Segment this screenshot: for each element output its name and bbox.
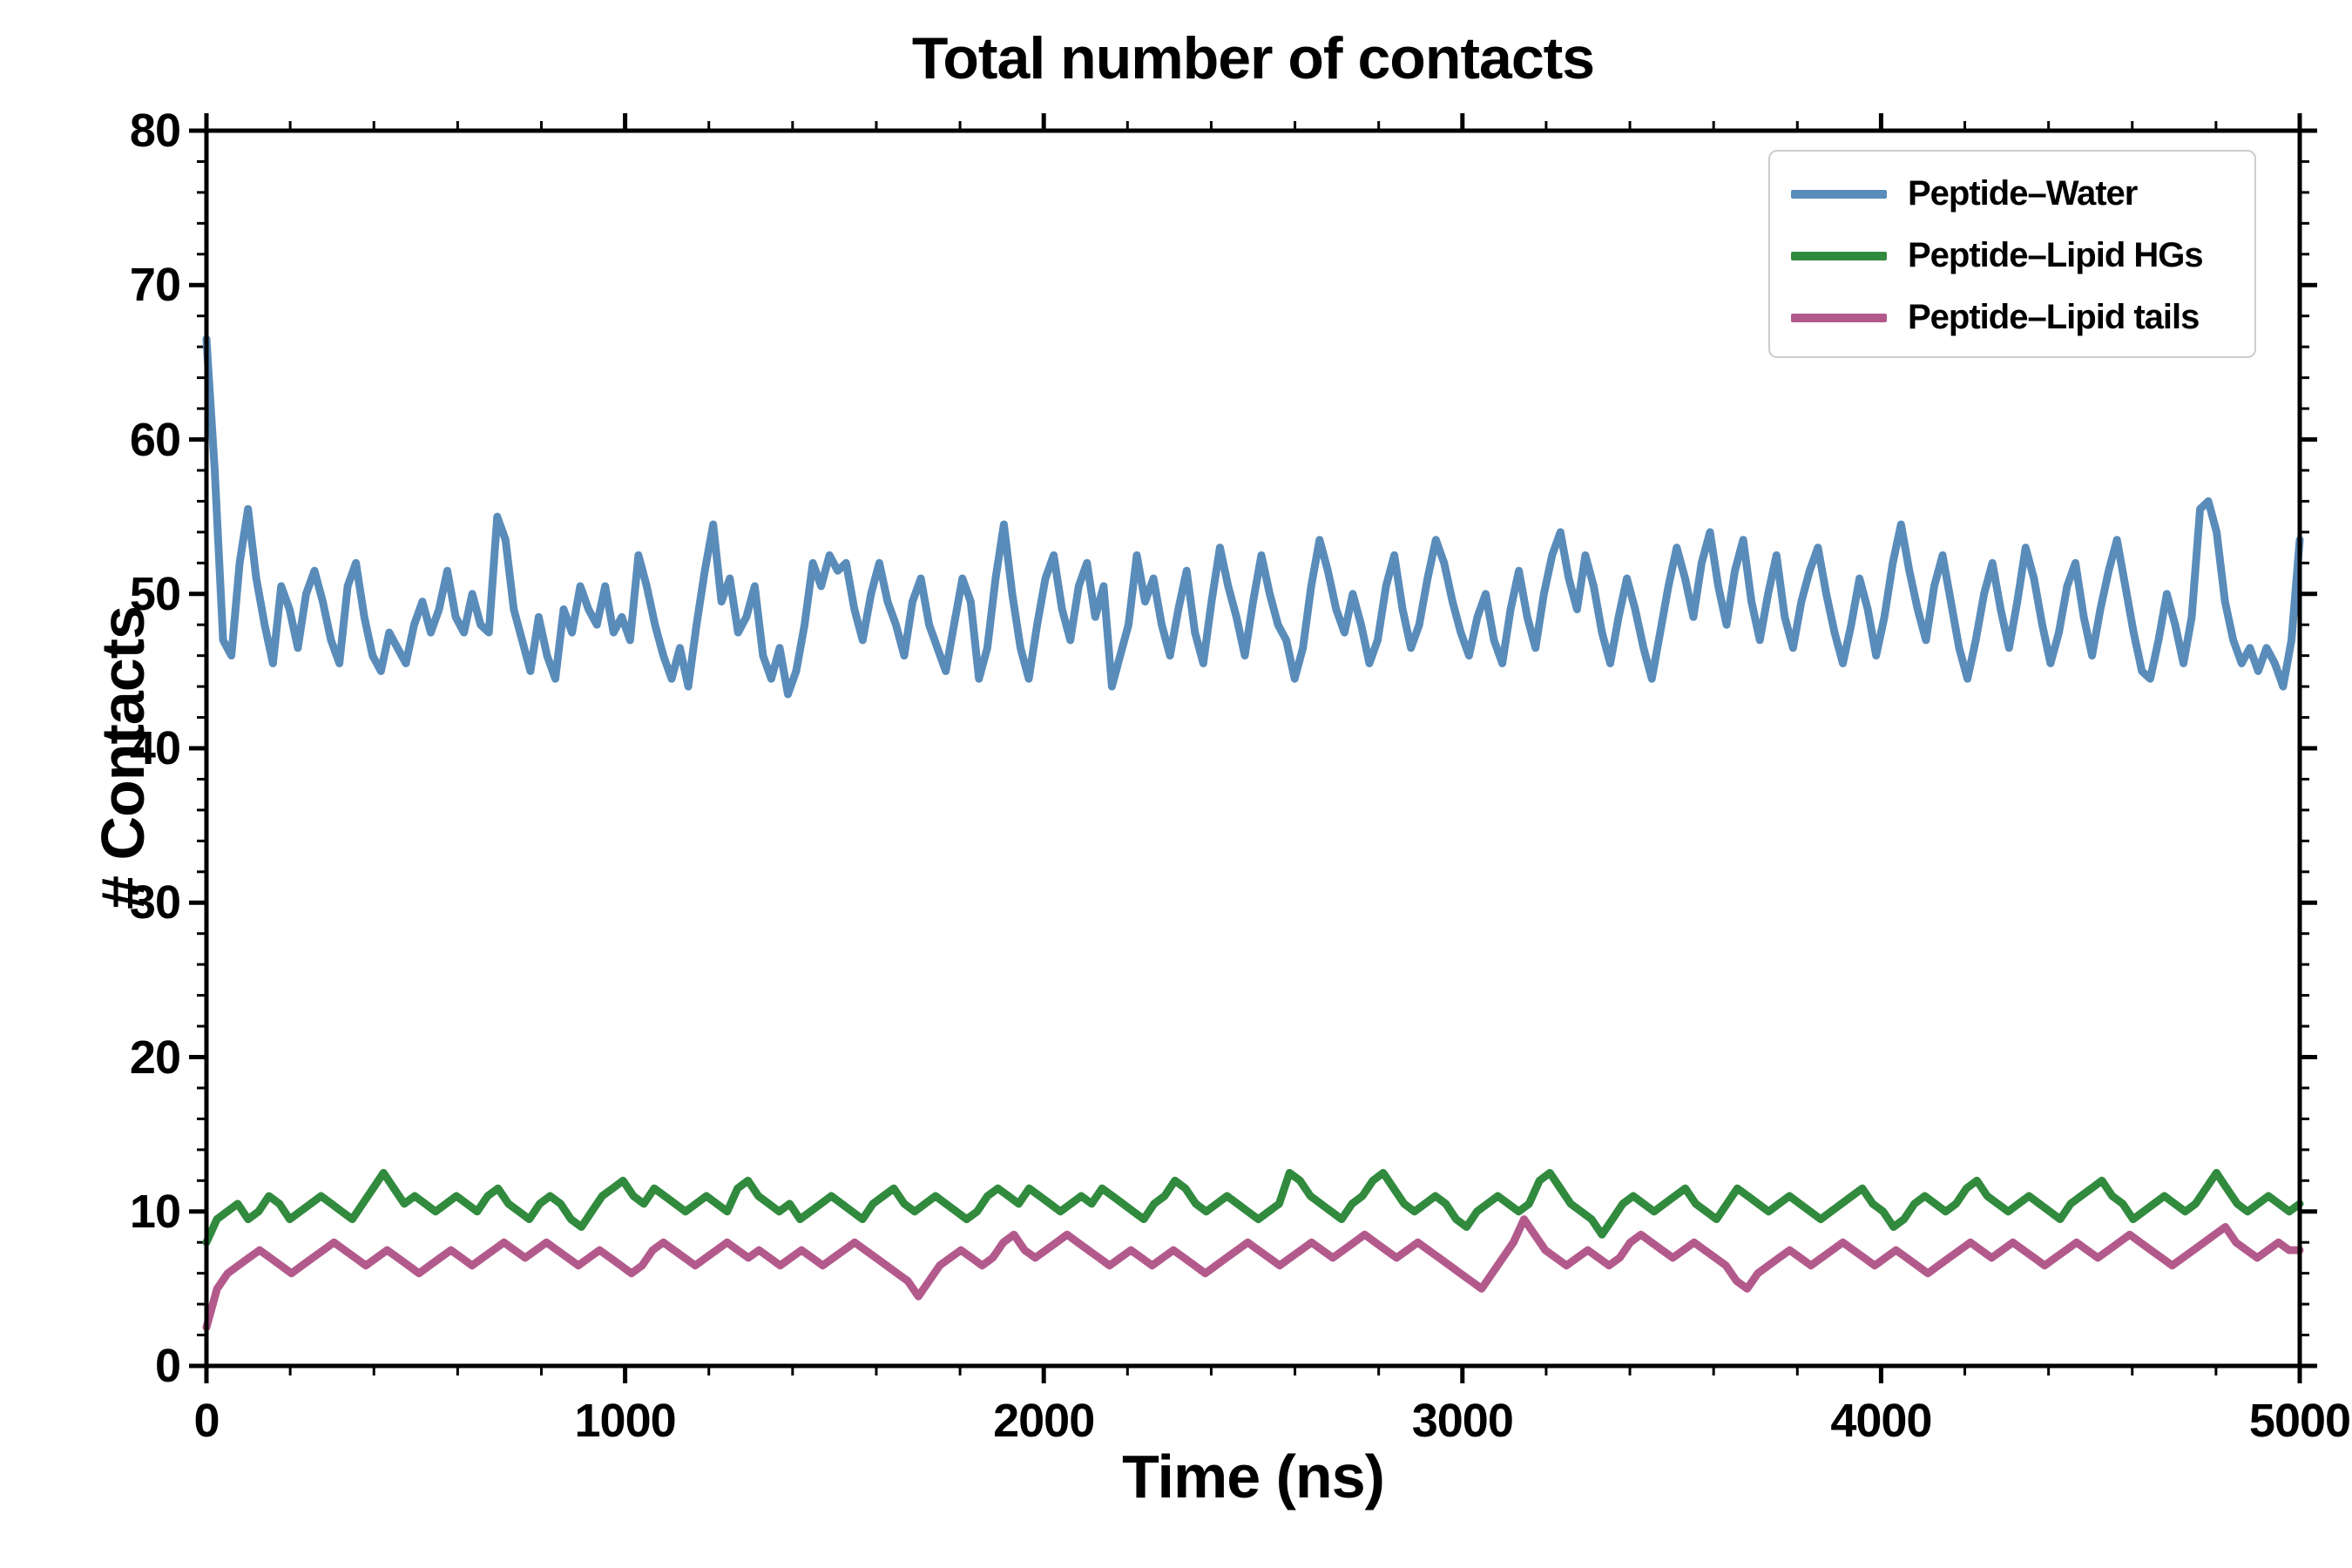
legend-label-peptide-water: Peptide–Water <box>1908 174 2138 213</box>
y-tick-label: 80 <box>129 105 181 157</box>
chart-title: Total number of contacts <box>911 25 1595 91</box>
y-tick-label: 30 <box>129 876 181 929</box>
legend-label-peptide-lipid-hgs: Peptide–Lipid HGs <box>1908 236 2204 274</box>
x-tick-label: 1000 <box>574 1395 677 1447</box>
y-tick-label: 20 <box>129 1031 181 1084</box>
y-tick-label: 50 <box>129 567 181 620</box>
x-tick-label: 5000 <box>2248 1395 2351 1447</box>
legend-swatch-peptide-water <box>1791 189 1887 199</box>
legend-swatch-peptide-lipid-hgs <box>1791 251 1887 260</box>
y-tick-label: 60 <box>129 413 181 466</box>
legend-swatch-peptide-lipid-tails <box>1791 313 1887 322</box>
x-tick-label: 0 <box>193 1395 220 1447</box>
x-tick-label: 3000 <box>1411 1395 1514 1447</box>
x-axis-label: Time (ns) <box>1122 1443 1385 1511</box>
y-tick-label: 40 <box>129 722 181 774</box>
legend-label-peptide-lipid-tails: Peptide–Lipid tails <box>1908 298 2200 336</box>
legend-item-peptide-water: Peptide–Water <box>1791 174 2228 213</box>
x-tick-label: 2000 <box>993 1395 1095 1447</box>
legend: Peptide–Water Peptide–Lipid HGs Peptide–… <box>1768 150 2256 358</box>
x-tick-label: 4000 <box>1830 1395 1932 1447</box>
y-tick-label: 70 <box>129 259 181 312</box>
y-tick-label: 0 <box>154 1340 181 1392</box>
y-tick-label: 10 <box>129 1185 181 1238</box>
legend-item-peptide-lipid-tails: Peptide–Lipid tails <box>1791 298 2228 337</box>
legend-item-peptide-lipid-hgs: Peptide–Lipid HGs <box>1791 236 2228 275</box>
